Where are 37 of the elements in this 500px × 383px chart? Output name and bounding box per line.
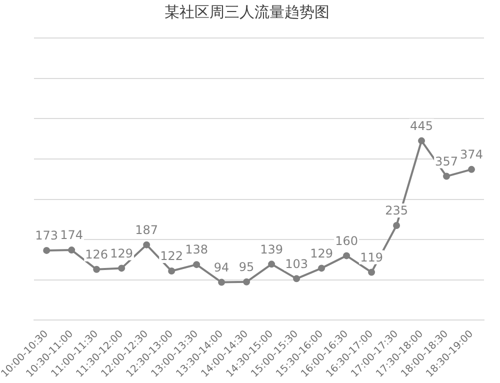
point (243, 278, 250, 286)
point (468, 166, 476, 173)
data-label: 119 (360, 250, 383, 264)
data-label: 103 (285, 256, 308, 271)
data-label: 235 (385, 204, 408, 218)
point (418, 137, 426, 144)
point (143, 241, 150, 248)
point (68, 246, 76, 254)
data-label: 374 (460, 148, 483, 162)
data-label: 138 (185, 242, 208, 257)
point (343, 252, 350, 260)
data-label: 129 (310, 246, 333, 260)
data-label: 126 (85, 248, 108, 262)
point (193, 261, 200, 268)
point (268, 260, 276, 268)
data-label: 187 (135, 222, 158, 237)
data-label: 139 (260, 242, 283, 256)
data-label: 122 (160, 249, 184, 264)
data-label: 173 (35, 228, 58, 243)
point (368, 268, 376, 276)
point (43, 246, 50, 254)
data-label: 95 (238, 260, 254, 274)
point (393, 222, 400, 229)
data-label: 174 (60, 228, 84, 242)
point (318, 264, 326, 272)
point (118, 264, 126, 272)
data-label: 129 (110, 246, 134, 260)
data-label: 445 (410, 118, 433, 133)
point (443, 172, 450, 180)
point (168, 268, 176, 275)
data-label: 160 (335, 234, 358, 248)
data-label: 94 (214, 260, 230, 274)
point (93, 266, 100, 273)
point (218, 278, 226, 286)
data-label: 357 (435, 154, 458, 168)
point (293, 275, 300, 282)
chart-title: 某社区周三人流量趋势图 (164, 2, 330, 21)
